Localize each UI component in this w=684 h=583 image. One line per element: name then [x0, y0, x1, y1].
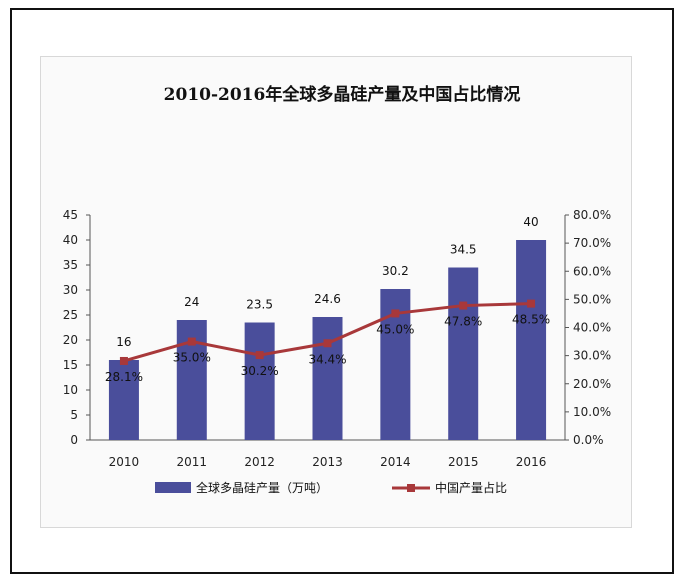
legend-bar-swatch [155, 482, 191, 493]
bar [448, 267, 479, 440]
data-labels: 16 24 23.5 24.6 30.2 34.5 40 28.1% 35.0% 30.2% 34.… [105, 215, 550, 384]
line-point [391, 309, 400, 318]
line-value-label: 47.8% [444, 315, 482, 329]
x-tick-label: 2016 [516, 455, 547, 469]
y-tick-label: 35 [63, 258, 78, 272]
y-tick-label: 40 [63, 233, 78, 247]
x-tick-label: 2014 [380, 455, 411, 469]
chart-title: 2010-2016年全球多晶硅产量及中国占比情况 [163, 85, 521, 105]
y2-tick-label: 50.0% [573, 292, 611, 306]
y-tick-label: 0 [70, 433, 78, 447]
line-series [119, 299, 536, 365]
bar-value-label: 40 [523, 215, 538, 229]
bar-value-label: 24.6 [314, 292, 341, 306]
y2-tick-label: 80.0% [573, 208, 611, 222]
bar [516, 240, 547, 440]
line-point [323, 339, 332, 348]
line-value-label: 48.5% [512, 313, 550, 327]
x-tick-label: 2012 [244, 455, 275, 469]
line-value-label: 35.0% [173, 351, 211, 365]
axes: 0 5 10 15 20 25 30 35 40 45 0.0% 10.0% 20.0% 30.0% 40.… [63, 208, 611, 469]
y-tick-label: 10 [63, 383, 78, 397]
bar-value-label: 23.5 [246, 298, 273, 312]
line-point [119, 356, 128, 365]
y2-tick-label: 70.0% [573, 236, 611, 250]
line-point [187, 337, 196, 346]
y-tick-label: 15 [63, 358, 78, 372]
line-value-label: 30.2% [241, 364, 279, 378]
line-value-label: 34.4% [308, 352, 346, 366]
line-value-label: 28.1% [105, 370, 143, 384]
line-point [459, 301, 468, 310]
y-tick-label: 20 [63, 333, 78, 347]
y2-tick-label: 10.0% [573, 405, 611, 419]
y-tick-label: 5 [70, 408, 78, 422]
x-tick-label: 2013 [312, 455, 343, 469]
bar-value-label: 34.5 [450, 243, 477, 257]
y2-tick-label: 0.0% [573, 433, 604, 447]
legend: 全球多晶硅产量（万吨） 中国产量占比 [155, 480, 507, 495]
y2-tick-label: 20.0% [573, 377, 611, 391]
y-tick-label: 25 [63, 308, 78, 322]
y-tick-label: 30 [63, 283, 78, 297]
y2-tick-label: 60.0% [573, 264, 611, 278]
x-tick-label: 2015 [448, 455, 479, 469]
line-value-label: 45.0% [376, 322, 414, 336]
bar-value-label: 16 [116, 335, 131, 349]
bar [244, 322, 275, 440]
bar [108, 360, 139, 440]
line-point [255, 351, 264, 360]
bar-value-label: 24 [184, 295, 199, 309]
line-point [527, 299, 536, 308]
y2-tick-label: 30.0% [573, 349, 611, 363]
legend-line-label: 中国产量占比 [435, 480, 507, 495]
legend-bar-label: 全球多晶硅产量（万吨） [196, 480, 328, 495]
legend-line-marker [407, 484, 415, 492]
bar [312, 317, 343, 440]
x-tick-label: 2011 [177, 455, 208, 469]
y-tick-label: 45 [63, 208, 78, 222]
y2-tick-label: 40.0% [573, 321, 611, 335]
x-tick-label: 2010 [109, 455, 140, 469]
bar-value-label: 30.2 [382, 264, 409, 278]
